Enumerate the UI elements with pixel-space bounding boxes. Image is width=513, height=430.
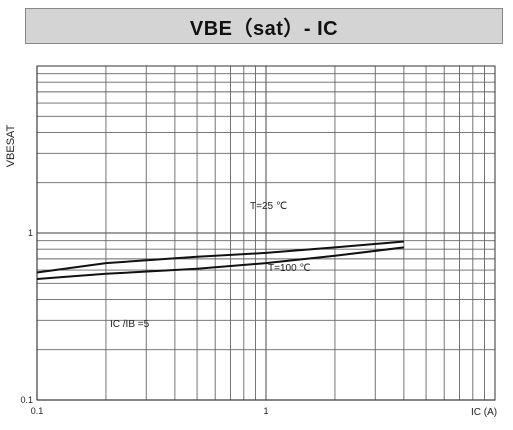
series-line-t100 bbox=[36, 246, 405, 280]
series-group bbox=[36, 240, 405, 280]
y-axis-label: VBESAT bbox=[5, 124, 17, 167]
tick-labels: 0.1 1 1 0.1 bbox=[20, 228, 268, 416]
ic-ib-annotation: IC /IB =5 bbox=[110, 319, 150, 330]
y-tick-label: 1 bbox=[28, 228, 33, 238]
chart-title: VBE（sat）- IC bbox=[189, 17, 339, 40]
series-label-t100: T=100 ℃ bbox=[268, 263, 311, 274]
series-line-t25 bbox=[36, 240, 404, 274]
chart-title-box: VBE（sat）- IC bbox=[25, 8, 503, 44]
plot-frame bbox=[36, 65, 496, 401]
series-label-t25: T=25 ℃ bbox=[250, 201, 287, 212]
x-tick-label: 0.1 bbox=[31, 406, 44, 416]
y-tick-label: 0.1 bbox=[20, 395, 33, 405]
x-tick-label: 1 bbox=[263, 406, 268, 416]
grid bbox=[36, 66, 495, 401]
x-axis-label: IC (A) bbox=[471, 407, 497, 418]
